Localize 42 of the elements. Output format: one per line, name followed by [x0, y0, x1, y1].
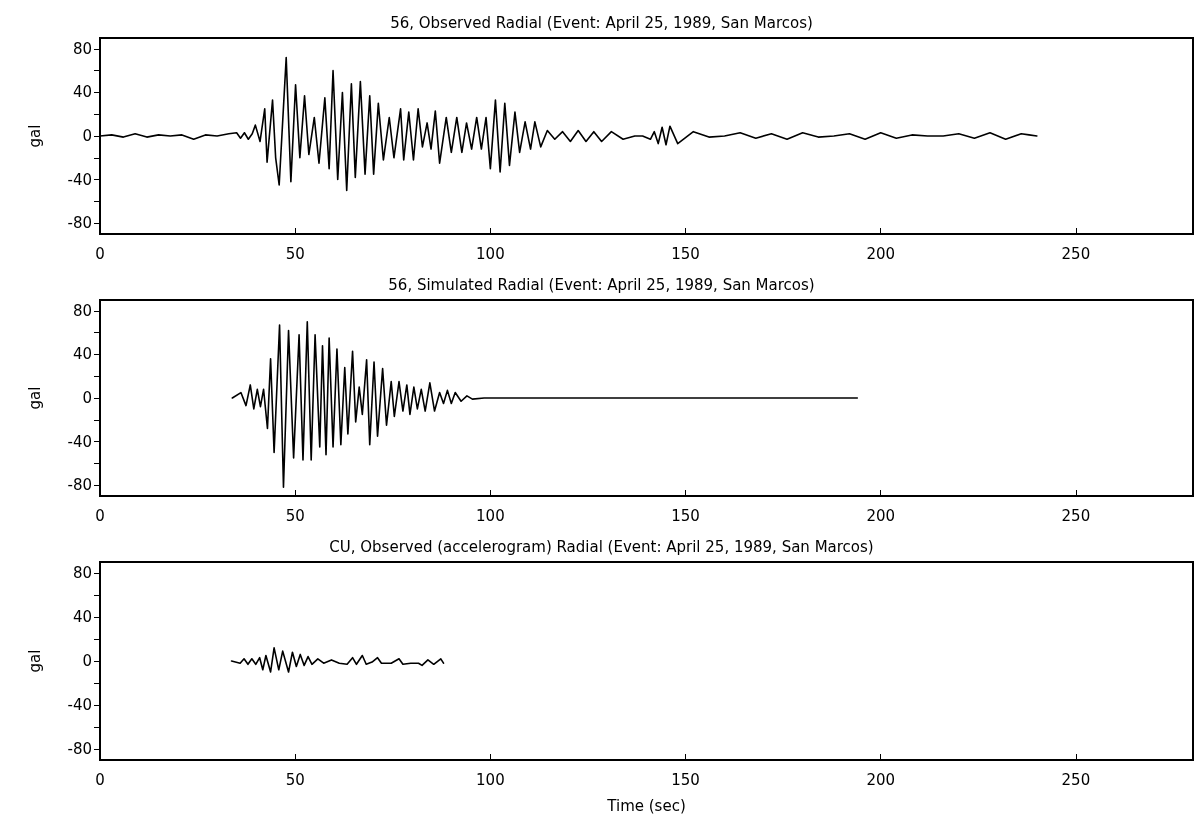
x-tick-label: 0: [95, 770, 105, 789]
y-tick-label: 40: [72, 345, 92, 364]
chart-title: CU, Observed (accelerogram) Radial (Event: April 25, 1989, San Marcos): [329, 537, 874, 556]
x-tick-label: 0: [95, 244, 105, 263]
chart-title: 56, Observed Radial (Event: April 25, 1989, San Marcos): [390, 13, 813, 32]
x-tick-label: 250: [1061, 244, 1091, 263]
y-tick-label: -80: [67, 740, 92, 758]
x-tick-label: 50: [285, 506, 305, 525]
y-axis-title: gal: [25, 649, 44, 673]
x-tick-label: 200: [866, 506, 896, 525]
line-series: [230, 647, 445, 673]
y-tick-label: 0: [82, 389, 92, 407]
y-tick-label: 80: [72, 39, 92, 58]
x-tick-label: 0: [95, 506, 105, 525]
line-series: [231, 320, 859, 489]
x-tick-label: 100: [476, 506, 505, 525]
y-tick-label: 0: [82, 652, 92, 670]
y-tick-label: -40: [67, 432, 92, 451]
y-tick-label: 40: [72, 608, 92, 626]
x-tick-label: 200: [866, 244, 896, 263]
y-axis-title: gal: [25, 124, 44, 148]
x-axis-title: Time (sec): [606, 796, 686, 815]
y-tick-label: 80: [72, 301, 92, 320]
x-tick-label: 150: [671, 506, 700, 525]
y-tick-label: 40: [72, 83, 92, 102]
x-tick-label: 250: [1061, 770, 1091, 789]
y-tick-label: -40: [67, 170, 92, 189]
x-tick-label: 200: [866, 770, 896, 789]
x-tick-label: 100: [476, 244, 505, 263]
x-tick-label: 50: [285, 770, 305, 789]
x-tick-label: 150: [671, 770, 700, 789]
x-tick-label: 50: [285, 244, 305, 263]
y-tick-label: 80: [72, 564, 92, 582]
y-tick-label: 0: [82, 127, 92, 145]
x-tick-label: 100: [476, 770, 505, 789]
y-tick-label: -40: [67, 696, 92, 714]
y-tick-label: -80: [67, 214, 92, 233]
y-tick-label: -80: [67, 476, 92, 495]
x-tick-label: 150: [671, 244, 700, 263]
y-axis-title: gal: [25, 386, 44, 410]
x-tick-label: 250: [1061, 506, 1091, 525]
chart-title: 56, Simulated Radial (Event: April 25, 1989, San Marcos): [388, 275, 815, 294]
